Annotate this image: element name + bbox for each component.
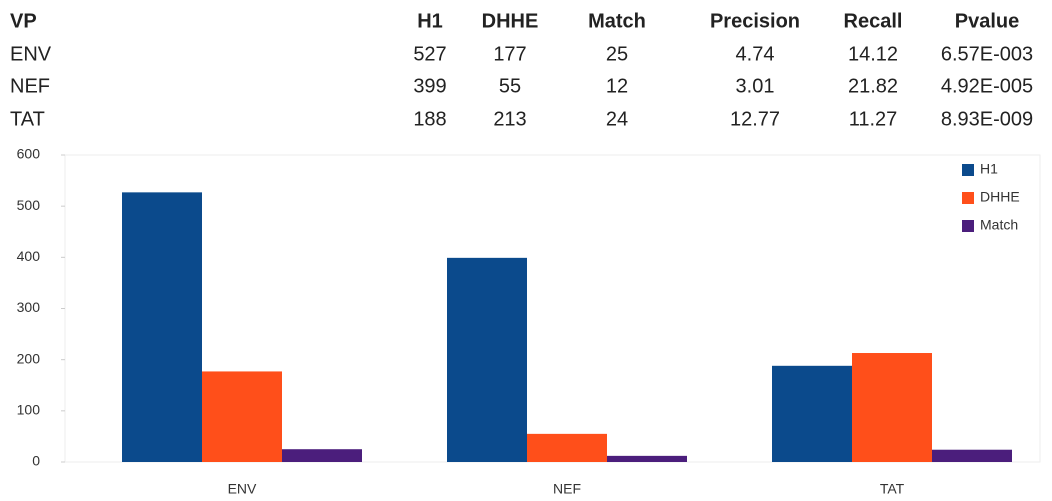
table-cell: TAT — [10, 108, 45, 130]
table-header: Recall — [844, 10, 903, 32]
bar — [282, 449, 362, 462]
table-cell: 177 — [493, 43, 526, 65]
table-cell: 3.01 — [736, 75, 775, 97]
y-tick-label: 500 — [17, 197, 41, 213]
table-cell: 6.57E-003 — [941, 43, 1033, 65]
table-cell: 21.82 — [848, 75, 898, 97]
bar — [932, 449, 1012, 462]
table-header: VP — [10, 10, 37, 32]
table-header: Match — [588, 10, 646, 32]
bar — [202, 371, 282, 462]
table-header: DHHE — [482, 10, 539, 32]
table-cell: 55 — [499, 75, 521, 97]
table-cell: 12 — [606, 75, 628, 97]
x-tick-label: ENV — [228, 481, 257, 497]
table-cell: 4.92E-005 — [941, 75, 1033, 97]
legend-label: H1 — [980, 161, 998, 177]
y-tick-label: 100 — [17, 402, 41, 418]
table-header: Precision — [710, 10, 800, 32]
table-cell: 213 — [493, 108, 526, 130]
table-cell: 399 — [413, 75, 446, 97]
legend-label: DHHE — [980, 189, 1020, 205]
table-cell: 4.74 — [736, 43, 775, 65]
table-cell: 527 — [413, 43, 446, 65]
table-cell: 14.12 — [848, 43, 898, 65]
y-tick-label: 600 — [17, 146, 41, 162]
x-tick-label: NEF — [553, 481, 581, 497]
bar — [527, 433, 607, 462]
y-tick-label: 200 — [17, 350, 41, 366]
bar — [447, 257, 527, 462]
table-cell: 188 — [413, 108, 446, 130]
table-cell: 8.93E-009 — [941, 108, 1033, 130]
bar — [852, 353, 932, 462]
table-header: H1 — [417, 10, 443, 32]
bar — [607, 455, 687, 462]
y-tick-label: 300 — [17, 299, 41, 315]
bar — [772, 365, 852, 462]
table-cell: 11.27 — [849, 108, 898, 130]
x-tick-label: TAT — [880, 481, 905, 497]
table-cell: 12.77 — [730, 108, 780, 130]
y-tick-label: 0 — [32, 453, 40, 469]
legend-swatch — [962, 192, 974, 204]
table-cell: ENV — [10, 43, 52, 65]
legend-swatch — [962, 220, 974, 232]
table-header: Pvalue — [955, 10, 1019, 32]
table-cell: 25 — [606, 43, 628, 65]
y-tick-label: 400 — [17, 248, 41, 264]
legend-swatch — [962, 164, 974, 176]
legend-label: Match — [980, 217, 1018, 233]
table-cell: 24 — [606, 108, 628, 130]
bar — [122, 192, 202, 462]
table-cell: NEF — [10, 75, 50, 97]
